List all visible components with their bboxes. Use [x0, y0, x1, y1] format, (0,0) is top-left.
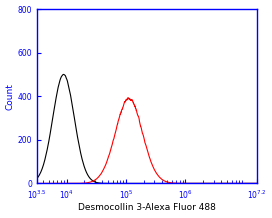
X-axis label: Desmocollin 3-Alexa Fluor 488: Desmocollin 3-Alexa Fluor 488: [78, 203, 216, 213]
Y-axis label: Count: Count: [5, 83, 15, 110]
